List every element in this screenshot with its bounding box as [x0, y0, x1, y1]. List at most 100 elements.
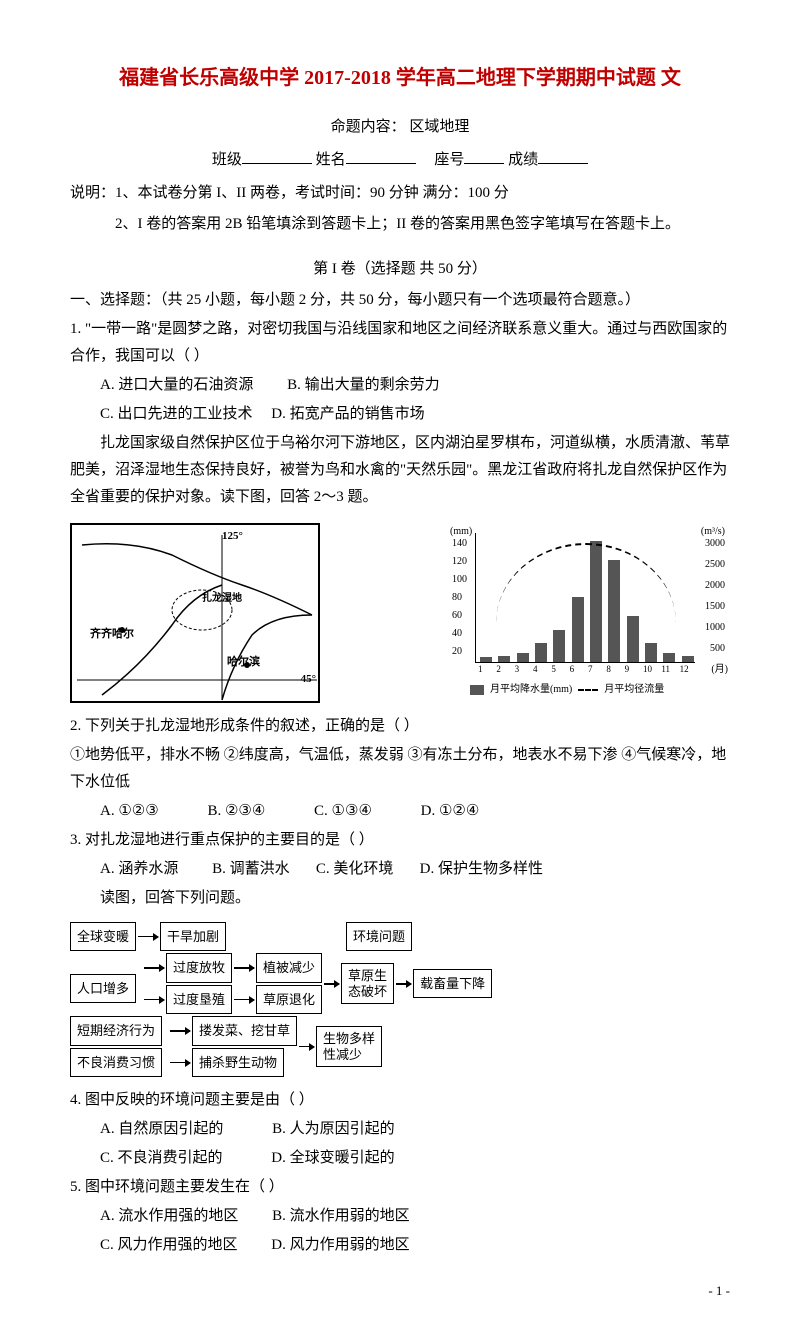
arrow-icon [234, 967, 254, 969]
y-tick-l: 20 [452, 643, 462, 661]
blank-name [346, 149, 416, 164]
arrow-icon [234, 999, 254, 1001]
legend-2: 月平均径流量 [604, 681, 664, 699]
x-tick: 9 [625, 661, 630, 677]
q4-choices-1: A. 自然原因引起的 B. 人为原因引起的 [70, 1116, 730, 1143]
y-tick-r: 3000 [705, 535, 725, 553]
q4-a: A. 自然原因引起的 [100, 1121, 223, 1137]
d-b8: 短期经济行为 [70, 1016, 162, 1045]
d-c2: 草原生态破坏 [341, 963, 394, 1004]
d-b3: 人口增多 [70, 974, 136, 1003]
passage-1: 扎龙国家级自然保护区位于乌裕尔河下游地区，区内湖泊星罗棋布，河道纵横，水质清澈、… [70, 430, 730, 511]
arrow-icon [170, 1062, 190, 1064]
q3-stem: 3. 对扎龙湿地进行重点保护的主要目的是（ ） [70, 827, 730, 854]
blank-class [242, 149, 312, 164]
y-tick-r: 2000 [705, 577, 725, 595]
q3-c: C. 美化环境 [316, 861, 394, 877]
page-number: - 1 - [70, 1279, 730, 1302]
q1-options-1: A. 进口大量的石油资源 B. 输出大量的剩余劳力 [70, 372, 730, 399]
y-tick-r: 500 [710, 640, 725, 658]
d-b11: 捕杀野生动物 [192, 1048, 284, 1077]
map-c2: 扎龙湿地 [202, 590, 242, 608]
chart-figure: (mm) (m³/s) 14012010080604020 3000250020… [440, 523, 730, 703]
d-b7: 草原退化 [256, 985, 322, 1014]
form-line: 班级 姓名 座号 成绩 [70, 147, 730, 174]
label-class: 班级 [212, 152, 242, 168]
y-tick-l: 100 [452, 571, 467, 589]
arrow-icon [138, 936, 158, 938]
q1-c: C. 出口先进的工业技术 [100, 406, 253, 422]
x-tick: 4 [533, 661, 538, 677]
y-tick-l: 40 [452, 625, 462, 643]
section-intro: 一、选择题：（共 25 小题，每小题 2 分，共 50 分，每小题只有一个选项最… [70, 287, 730, 314]
page-title: 福建省长乐高级中学 2017-2018 学年高二地理下学期期中试题 文 [70, 60, 730, 96]
subtitle: 命题内容： 区域地理 [70, 114, 730, 141]
blank-score [538, 149, 588, 164]
q2-d: D. ①②④ [421, 803, 480, 819]
legend-1: 月平均降水量(mm) [490, 681, 572, 699]
q5-choices-1: A. 流水作用强的地区 B. 流水作用弱的地区 [70, 1203, 730, 1230]
d-b6: 过度垦殖 [166, 985, 232, 1014]
y-tick-r: 1000 [705, 619, 725, 637]
q4-b: B. 人为原因引起的 [272, 1121, 395, 1137]
arrow-icon [396, 983, 411, 985]
flow-diagram: 全球变暖 干旱加剧 环境问题 人口增多 过度放牧 植被减少 过度垦殖 草原退化 … [70, 922, 590, 1077]
legend-dash-icon [578, 689, 598, 691]
d-c1: 环境问题 [346, 922, 412, 951]
d-c3: 载畜量下降 [413, 969, 492, 998]
q3-choices: A. 涵养水源 B. 调蓄洪水 C. 美化环境 D. 保护生物多样性 [70, 856, 730, 883]
arrow-icon [299, 1046, 314, 1048]
note-2: 2、I 卷的答案用 2B 铅笔填涂到答题卡上；II 卷的答案用黑色签字笔填写在答… [70, 211, 730, 238]
arrow-icon [170, 1030, 190, 1032]
q3-a: A. 涵养水源 [100, 861, 178, 877]
q2-c: C. ①③④ [314, 803, 372, 819]
x-tick: 3 [515, 661, 520, 677]
x-tick: 7 [588, 661, 593, 677]
q1-a: A. 进口大量的石油资源 [100, 377, 253, 393]
legend-swatch-icon [470, 685, 484, 695]
q2-stem: 2. 下列关于扎龙湿地形成条件的叙述，正确的是（ ） [70, 713, 730, 740]
q1-d: D. 拓宽产品的销售市场 [271, 406, 424, 422]
label-name: 姓名 [316, 152, 346, 168]
q1-b: B. 输出大量的剩余劳力 [287, 377, 440, 393]
q4-d: D. 全球变暖引起的 [271, 1150, 394, 1166]
map-lat: 45° [301, 670, 316, 690]
d-b5: 植被减少 [256, 953, 322, 982]
y-tick-l: 80 [452, 589, 462, 607]
q1-options-2: C. 出口先进的工业技术 D. 拓宽产品的销售市场 [70, 401, 730, 428]
passage-2: 读图，回答下列问题。 [70, 885, 730, 912]
x-tick: 8 [606, 661, 611, 677]
label-score: 成绩 [508, 152, 538, 168]
d-b4: 过度放牧 [166, 953, 232, 982]
map-svg [72, 525, 322, 705]
blank-seat [464, 149, 504, 164]
d-c4: 生物多样性减少 [316, 1026, 382, 1067]
q2-b: B. ②③④ [207, 803, 265, 819]
x-tick: 12 [680, 661, 689, 677]
q2-choices: A. ①②③ B. ②③④ C. ①③④ D. ①②④ [70, 798, 730, 825]
arrow-icon [144, 967, 164, 969]
figures-row: 125° 齐齐哈尔 扎龙湿地 哈尔滨 45° (mm) (m³/s) 14012… [70, 523, 730, 703]
q4-stem: 4. 图中反映的环境问题主要是由（ ） [70, 1087, 730, 1114]
q5-c: C. 风力作用强的地区 [100, 1237, 238, 1253]
x-tick: 6 [570, 661, 575, 677]
chart-curve [496, 543, 676, 703]
q3-b: B. 调蓄洪水 [212, 861, 290, 877]
x-tick: 11 [661, 661, 670, 677]
d-b10: 不良消费习惯 [70, 1048, 162, 1077]
label-seat: 座号 [434, 152, 464, 168]
y-tick-l: 120 [452, 553, 467, 571]
q5-b: B. 流水作用弱的地区 [272, 1208, 410, 1224]
y-tick-r: 2500 [705, 556, 725, 574]
y-tick-l: 60 [452, 607, 462, 625]
q2-opts: ①地势低平，排水不畅 ②纬度高，气温低，蒸发弱 ③有冻土分布，地表水不易下渗 ④… [70, 742, 730, 796]
map-c3: 哈尔滨 [227, 653, 260, 673]
q1-stem: 1. "一带一路"是圆梦之路，对密切我国与沿线国家和地区之间经济联系意义重大。通… [70, 316, 730, 370]
q5-stem: 5. 图中环境问题主要发生在（ ） [70, 1174, 730, 1201]
q5-d: D. 风力作用弱的地区 [271, 1237, 409, 1253]
arrow-icon [144, 999, 164, 1001]
q2-a: A. ①②③ [100, 803, 159, 819]
d-b9: 搂发菜、挖甘草 [192, 1016, 297, 1045]
map-figure: 125° 齐齐哈尔 扎龙湿地 哈尔滨 45° [70, 523, 320, 703]
chart-xlabel: (月) [711, 661, 728, 679]
